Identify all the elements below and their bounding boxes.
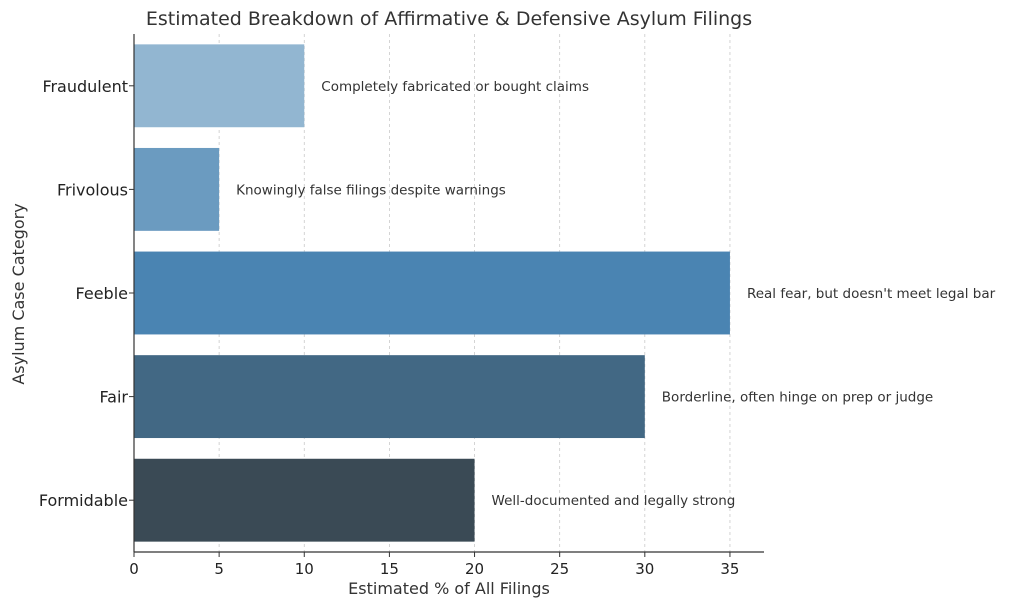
category-label-fraudulent: Fraudulent <box>42 77 128 96</box>
bar-annotations: Completely fabricated or bought claims Kn… <box>236 79 996 509</box>
bar-feeble <box>134 251 730 335</box>
category-label-frivolous: Frivolous <box>57 180 128 199</box>
annotation-fraudulent: Completely fabricated or bought claims <box>321 79 589 95</box>
category-label-feeble: Feeble <box>76 284 128 303</box>
annotation-feeble: Real fear, but doesn't meet legal bar <box>747 286 996 302</box>
x-tick-label-10: 10 <box>295 560 314 578</box>
bar-frivolous <box>134 147 220 231</box>
annotation-formidable: Well-documented and legally strong <box>492 493 736 509</box>
x-ticks: 0 5 10 15 20 25 30 35 <box>129 552 739 578</box>
category-label-formidable: Formidable <box>39 491 128 510</box>
chart-title: Estimated Breakdown of Affirmative & Def… <box>146 8 752 30</box>
annotation-fair: Borderline, often hinge on prep or judge <box>662 390 933 406</box>
y-axis-label: Asylum Case Category <box>9 203 28 384</box>
axes <box>129 34 764 553</box>
bar-formidable <box>134 458 475 542</box>
x-tick-label-5: 5 <box>214 560 224 578</box>
bar-fraudulent <box>134 44 305 128</box>
x-tick-label-25: 25 <box>550 560 569 578</box>
x-tick-label-30: 30 <box>635 560 654 578</box>
annotation-frivolous: Knowingly false filings despite warnings <box>236 182 506 198</box>
x-tick-label-20: 20 <box>465 560 484 578</box>
bar-fair <box>134 355 645 439</box>
x-tick-label-35: 35 <box>720 560 739 578</box>
x-tick-label-15: 15 <box>380 560 399 578</box>
category-label-fair: Fair <box>99 388 128 407</box>
x-axis-label: Estimated % of All Filings <box>348 579 550 598</box>
bars <box>134 44 730 542</box>
x-tick-label-0: 0 <box>129 560 139 578</box>
category-labels: Fraudulent Frivolous Feeble Fair Formidable <box>39 77 129 510</box>
